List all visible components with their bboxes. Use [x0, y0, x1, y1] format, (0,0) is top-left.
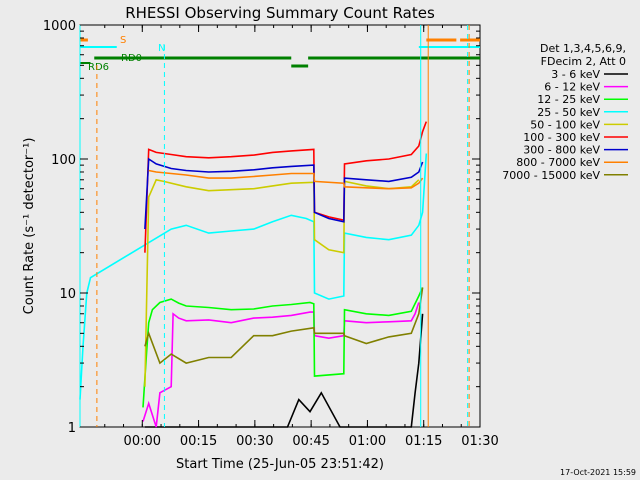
series-line [144, 121, 428, 253]
x-tick-label: 00:00 [124, 434, 161, 449]
flag-label: S [120, 35, 126, 46]
footer-date: 17-Oct-2021 15:59 [560, 468, 636, 477]
series-line [144, 178, 420, 387]
series-line [144, 287, 424, 365]
legend-entry: 3 - 6 keV [551, 68, 600, 81]
flag-label: RD6 [88, 62, 109, 73]
x-tick-label: 01:15 [405, 434, 442, 449]
y-axis-label: Count Rate (s⁻¹ detector⁻¹) [22, 138, 37, 315]
marker-lines [79, 25, 470, 427]
x-tick-label: 01:30 [461, 434, 498, 449]
y-tick-label: 1 [68, 421, 76, 436]
x-tick-label: 00:15 [180, 434, 217, 449]
legend-entry: 7000 - 15000 keV [502, 169, 600, 182]
flag-bars: S N RD6 RD0 [80, 35, 480, 73]
series-line [144, 313, 424, 428]
legend-entry: 800 - 7000 keV [516, 156, 600, 169]
legend-header: FDecim 2, Att 0 [541, 55, 626, 68]
plot-border [79, 24, 481, 428]
plot-area [79, 24, 481, 428]
x-tick-label: 00:30 [236, 434, 273, 449]
legend-header: Det 1,3,4,5,6,9, [540, 42, 626, 55]
y-tick-label: 100 [51, 153, 76, 168]
legend-entry: 300 - 800 keV [523, 144, 600, 157]
x-tick-label: 01:00 [349, 434, 386, 449]
flag-label: RD0 [121, 53, 142, 64]
legend-entry: 6 - 12 keV [544, 81, 600, 94]
series-line [142, 287, 424, 408]
x-axis-label: Start Time (25-Jun-05 23:51:42) [176, 457, 384, 472]
legend-entry: 25 - 50 keV [537, 106, 600, 119]
y-tick-label: 10 [59, 287, 76, 302]
legend-entry: 100 - 300 keV [523, 131, 600, 144]
legend-entry: 50 - 100 keV [530, 118, 600, 131]
series-line [79, 153, 428, 400]
series-layer [79, 121, 428, 428]
series-line [142, 302, 420, 428]
x-tick-label: 00:45 [292, 434, 329, 449]
legend-entry: 12 - 25 keV [537, 93, 600, 106]
flag-label: N [158, 43, 165, 54]
y-tick-label: 1000 [43, 19, 76, 34]
y-axis: 1 10 100 1000 [43, 19, 480, 436]
x-axis: 00:00 00:15 00:30 00:45 01:00 01:15 01:30 [104, 25, 499, 449]
series-line [148, 169, 424, 190]
chart-title: RHESSI Observing Summary Count Rates [125, 4, 435, 22]
legend: Det 1,3,4,5,6,9,FDecim 2, Att 03 - 6 keV… [502, 42, 628, 182]
series-line [144, 157, 424, 230]
